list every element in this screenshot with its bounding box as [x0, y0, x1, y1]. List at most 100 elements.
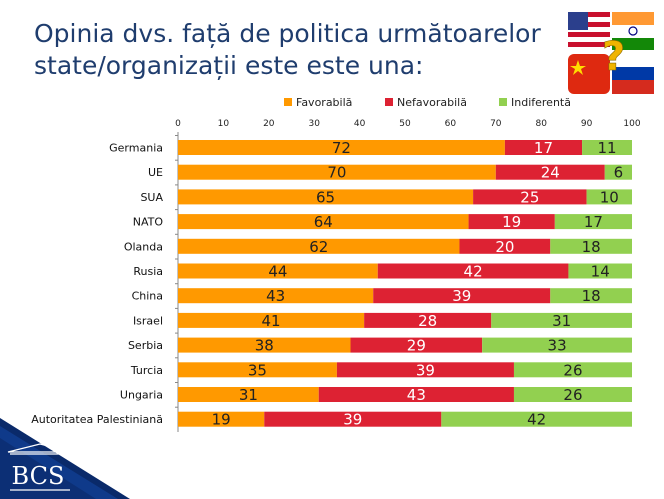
- bar-segment: [178, 387, 319, 402]
- bar-segment: [513, 387, 632, 402]
- data-label: 42: [527, 411, 546, 429]
- bcs-logo: BCS: [0, 418, 130, 499]
- data-label: 28: [418, 312, 437, 330]
- bars: 72 17 11 70 24 6 65 25 10 64 19 17 62 20 18 44 42 14 43 39 1…: [178, 139, 632, 429]
- category-label: Serbia: [128, 339, 163, 352]
- data-label: 18: [582, 238, 601, 256]
- data-label: 70: [327, 164, 346, 182]
- x-tick-label: 50: [399, 119, 411, 129]
- bar-segment: [364, 312, 492, 328]
- data-label: 11: [597, 139, 616, 157]
- legend-label: Nefavorabilă: [397, 96, 467, 109]
- bar-segment: [178, 288, 374, 304]
- data-label: 26: [563, 361, 582, 379]
- x-tick-label: 60: [445, 119, 457, 129]
- data-label: 39: [416, 361, 435, 379]
- data-label: 19: [212, 411, 231, 429]
- data-label: 19: [502, 213, 521, 231]
- logo-text: BCS: [12, 462, 65, 490]
- bar-segment: [441, 411, 632, 427]
- data-label: 33: [548, 337, 567, 355]
- bar-segment: [178, 140, 505, 155]
- x-tick-label: 80: [535, 119, 547, 129]
- data-label: 72: [332, 139, 351, 157]
- category-labels: Germania UE SUA NATO Olanda Rusia China Israel S…: [31, 135, 178, 426]
- data-label: 42: [464, 263, 483, 281]
- question-mark-icon: ?: [602, 34, 625, 80]
- data-label: 65: [316, 188, 335, 206]
- data-label: 64: [314, 213, 333, 231]
- bar-segment: [586, 189, 632, 205]
- legend-label: Favorabilă: [296, 96, 352, 109]
- data-label: 39: [343, 411, 362, 429]
- bar-segment: [350, 337, 483, 353]
- category-label: Olanda: [124, 240, 163, 253]
- data-label: 31: [552, 312, 571, 330]
- bar-segment: [178, 362, 337, 378]
- data-label: 25: [520, 188, 539, 206]
- bar-segment: [178, 312, 365, 328]
- data-label: 17: [584, 213, 603, 231]
- bar-segment: [373, 288, 551, 304]
- data-label: 44: [268, 263, 287, 281]
- flags-usa-india-china-russia-icon: ?: [568, 12, 654, 94]
- data-label: 41: [262, 312, 281, 330]
- bar-segment: [178, 189, 474, 205]
- data-label: 20: [495, 238, 514, 256]
- bar-segment: [554, 214, 632, 230]
- bar-segment: [504, 140, 583, 155]
- category-label: SUA: [140, 191, 163, 204]
- bar-segment: [318, 387, 514, 402]
- data-label: 18: [582, 287, 601, 305]
- bar-segment: [178, 337, 351, 353]
- category-label: Israel: [133, 314, 163, 327]
- page-title: Opinia dvs. față de politica următoarelo…: [34, 19, 541, 80]
- bar-segment: [482, 337, 632, 353]
- bar-segment: [178, 411, 265, 427]
- category-label: China: [132, 290, 163, 303]
- data-label: 43: [266, 287, 285, 305]
- x-tick-label: 100: [623, 119, 640, 129]
- data-label: 26: [563, 386, 582, 404]
- data-label: 31: [239, 386, 258, 404]
- category-label: Ungaria: [120, 389, 163, 402]
- bar-segment: [550, 288, 632, 304]
- bar-segment: [377, 263, 569, 279]
- data-label: 24: [541, 164, 560, 182]
- data-label: 38: [255, 337, 274, 355]
- bar-segment: [468, 214, 555, 230]
- bar-segment: [513, 362, 632, 378]
- legend-label: Indiferentă: [511, 96, 571, 109]
- bar-segment: [336, 362, 514, 378]
- x-tick-label: 70: [490, 119, 502, 129]
- x-tick-label: 0: [175, 119, 181, 129]
- legend-swatch: [385, 98, 393, 106]
- data-label: 43: [407, 386, 426, 404]
- data-label: 14: [591, 263, 610, 281]
- x-tick-label: 10: [218, 119, 230, 129]
- bar-segment: [568, 263, 632, 279]
- bar-segment: [582, 140, 632, 155]
- data-label: 62: [309, 238, 328, 256]
- category-label: Rusia: [133, 265, 163, 278]
- bar-segment: [264, 411, 442, 427]
- category-label: Germania: [109, 142, 163, 155]
- data-label: 39: [452, 287, 471, 305]
- bar-segment: [495, 164, 605, 180]
- legend-swatch: [284, 98, 292, 106]
- data-label: 6: [614, 164, 624, 182]
- category-label: UE: [148, 166, 163, 179]
- x-tick-label: 30: [308, 119, 320, 129]
- legend-swatch: [499, 98, 507, 106]
- x-tick-label: 40: [354, 119, 366, 129]
- x-tick-label: 90: [581, 119, 593, 129]
- data-label: 10: [600, 188, 619, 206]
- bar-segment: [178, 164, 496, 180]
- category-label: Turcia: [130, 364, 163, 377]
- category-label: Autoritatea Palestiniană: [31, 413, 163, 426]
- bar-segment: [178, 238, 460, 254]
- bar-segment: [550, 238, 632, 254]
- chart-legend: Favorabilă Nefavorabilă Indiferentă: [284, 96, 571, 109]
- bar-segment: [459, 238, 551, 254]
